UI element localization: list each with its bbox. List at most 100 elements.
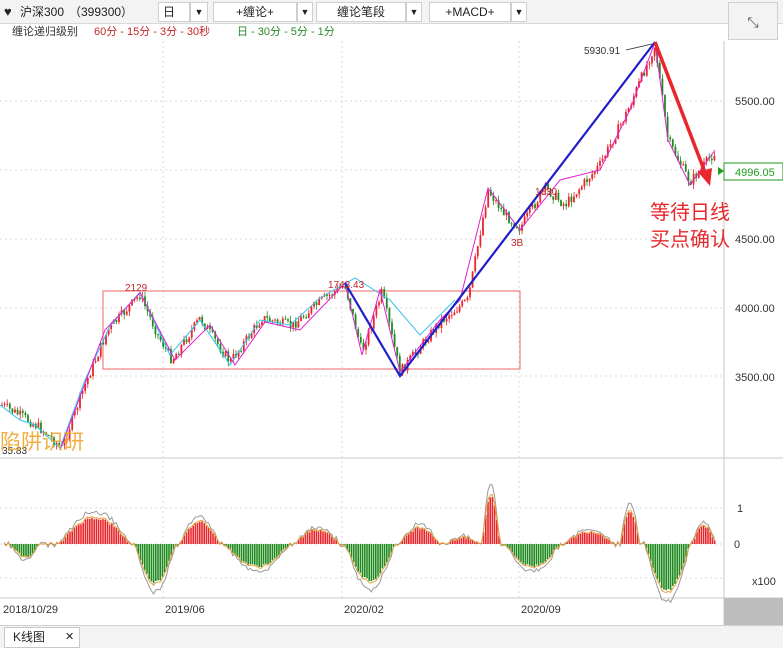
candle-body xyxy=(318,298,321,306)
macd-bar xyxy=(201,521,203,544)
macd-bar xyxy=(364,544,366,578)
macd-bar xyxy=(14,544,16,550)
macd-bar xyxy=(436,540,439,544)
candle-body xyxy=(547,183,549,190)
macd-button[interactable]: +MACD+ xyxy=(429,2,511,22)
candle-body xyxy=(45,432,48,436)
candle-body xyxy=(484,207,487,218)
price-panel xyxy=(0,41,724,458)
chevron-down-icon[interactable]: ▼ xyxy=(406,2,422,22)
chevron-down-icon[interactable]: ▼ xyxy=(297,2,313,22)
date-tick: 2020/09 xyxy=(521,604,561,616)
macd-bar xyxy=(683,544,685,564)
macd-bar xyxy=(471,539,474,544)
macd-bar xyxy=(377,544,379,577)
candle-body xyxy=(258,325,261,328)
macd-bar xyxy=(405,535,408,544)
consolidation-box xyxy=(102,290,521,370)
macd-bar xyxy=(348,544,351,553)
candle-body xyxy=(713,155,716,161)
candle-body xyxy=(614,139,617,144)
macd-bar xyxy=(698,528,700,544)
macd-bar xyxy=(185,532,188,544)
macd-bar xyxy=(573,537,575,544)
macd-bar xyxy=(427,532,430,544)
period-select[interactable]: 日 xyxy=(158,2,190,22)
macd-bar xyxy=(454,540,456,544)
candle-body xyxy=(261,321,263,326)
macd-bar xyxy=(414,528,417,544)
price-tick: 4500.00 xyxy=(735,234,775,246)
macd-bar xyxy=(636,533,639,544)
candle-body xyxy=(19,410,22,415)
macd-bar xyxy=(553,544,555,551)
chevron-down-icon[interactable]: ▼ xyxy=(511,2,527,22)
heart-icon[interactable]: ♥ xyxy=(4,4,12,19)
macd-bar xyxy=(359,544,362,573)
candle-body xyxy=(227,351,230,362)
macd-bar xyxy=(111,523,113,544)
candle-body xyxy=(643,72,646,76)
macd-bar xyxy=(170,544,172,556)
macd-bar xyxy=(513,544,516,556)
candle-body xyxy=(99,343,102,357)
candle-body xyxy=(352,308,354,315)
close-icon[interactable]: ✕ xyxy=(65,631,75,643)
macd-bar xyxy=(234,544,236,554)
macd-bar xyxy=(375,544,377,580)
macd-bar xyxy=(625,516,628,544)
red-levels: 60分 - 15分 - 3分 - 30秒 xyxy=(94,26,211,38)
candle-body xyxy=(658,62,661,79)
candle-body xyxy=(609,144,612,147)
cyan-stroke-line xyxy=(0,277,456,449)
macd-bar xyxy=(491,496,494,544)
macd-bar xyxy=(82,523,84,544)
macd-bar xyxy=(361,544,364,578)
candle-body xyxy=(40,422,42,433)
candle-body xyxy=(144,296,146,307)
macd-bar xyxy=(106,521,109,544)
macd-bar xyxy=(300,537,302,544)
stroke-label: 1630 xyxy=(535,187,558,198)
forecast-arrow xyxy=(653,41,708,176)
candle-body xyxy=(404,364,406,371)
candle-body xyxy=(677,155,679,161)
candle-body xyxy=(570,196,573,202)
chevron-down-icon[interactable]: ▼ xyxy=(190,2,208,22)
candle-body xyxy=(162,340,165,347)
candle-body xyxy=(216,338,219,345)
macd-bar xyxy=(467,537,469,544)
candle-body xyxy=(315,302,318,306)
candle-body xyxy=(245,335,248,342)
macd-bar xyxy=(183,535,186,544)
macd-bar xyxy=(317,531,320,544)
macd-bar xyxy=(621,534,623,544)
candle-body xyxy=(159,334,162,341)
macd-bar xyxy=(581,532,584,544)
macd-bar xyxy=(687,544,689,549)
tab-kline[interactable]: K线图 ✕ xyxy=(4,627,80,648)
watermark-text: 陷阱识研 xyxy=(0,430,84,454)
macd-bar xyxy=(507,544,509,549)
candle-body xyxy=(664,95,666,117)
candle-body xyxy=(466,297,469,300)
candle-body xyxy=(497,200,500,209)
candle-body xyxy=(281,318,284,325)
candle-body xyxy=(16,409,19,415)
candle-body xyxy=(263,316,266,322)
candle-body xyxy=(185,339,188,343)
candle-body xyxy=(81,390,84,394)
macd-bar xyxy=(333,539,335,544)
expand-icon[interactable]: ⤡ xyxy=(728,2,778,40)
stroke-segment-button[interactable]: 缠论笔段 xyxy=(316,2,406,22)
chan-button[interactable]: +缠论+ xyxy=(213,2,297,22)
candle-body xyxy=(619,123,622,125)
macd-bar xyxy=(584,532,586,544)
candle-body xyxy=(307,313,310,319)
candle-body xyxy=(362,342,365,350)
macd-bar xyxy=(73,528,76,544)
macd-bar xyxy=(97,519,100,544)
macd-bar xyxy=(390,544,392,554)
price-tick: 5500.00 xyxy=(735,96,775,108)
